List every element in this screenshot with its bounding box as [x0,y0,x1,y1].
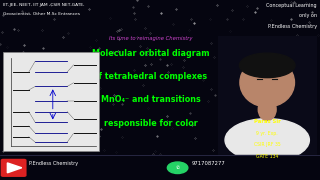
Ellipse shape [240,58,294,107]
Text: P.Endless Chemistry: P.Endless Chemistry [29,161,78,166]
Text: of tetrahedral complexes: of tetrahedral complexes [93,72,207,81]
Polygon shape [7,163,22,173]
Text: MnO₄⁻ and transitions: MnO₄⁻ and transitions [100,95,200,104]
Bar [0,155,320,180]
Text: P.Endless Chemistry: P.Endless Chemistry [268,24,317,29]
Text: Conceptual Learning: Conceptual Learning [266,3,317,8]
Text: 9717087277: 9717087277 [192,161,226,166]
Ellipse shape [258,98,276,120]
Circle shape [167,162,188,174]
Text: Paras Sir: Paras Sir [254,119,281,124]
Ellipse shape [239,53,295,78]
Text: Geoscientist, Other M.Sc Entrances: Geoscientist, Other M.Sc Entrances [3,12,80,16]
FancyBboxPatch shape [1,159,27,177]
Bar [3,52,99,151]
Text: Molecular orbital diagram: Molecular orbital diagram [92,49,209,58]
Bar [218,36,317,158]
Ellipse shape [225,119,309,161]
Text: GATE 134: GATE 134 [256,154,278,159]
Text: CSIR JRF 35: CSIR JRF 35 [254,143,281,147]
Text: only on: only on [299,14,317,19]
Text: Its time to reimagine Chemistry: Its time to reimagine Chemistry [109,36,192,41]
Text: ✆: ✆ [176,165,180,170]
Text: responsible for color: responsible for color [104,119,197,128]
Text: IIT-JEE, NEET, IIT JAM ,CSIR NET,GATE,: IIT-JEE, NEET, IIT JAM ,CSIR NET,GATE, [3,3,85,7]
Text: 9 yr. Exp.: 9 yr. Exp. [256,131,278,136]
